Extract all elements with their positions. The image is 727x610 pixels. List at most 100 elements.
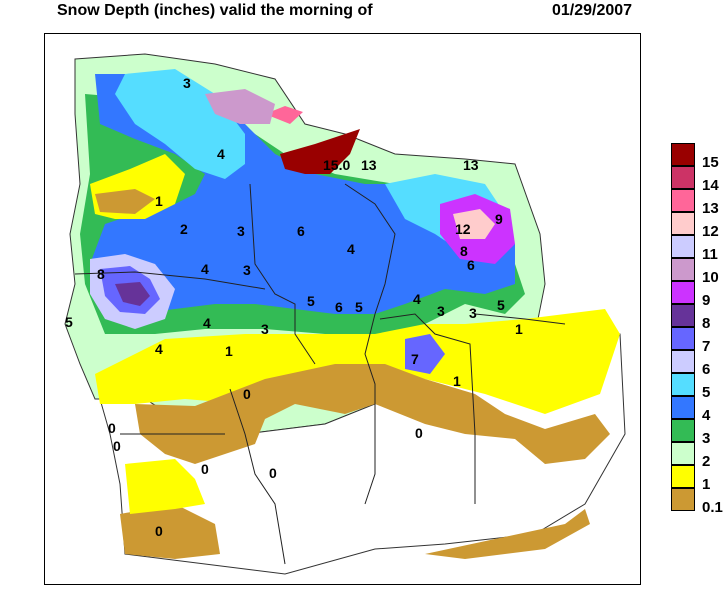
legend-label: 5 <box>702 384 711 401</box>
legend-swatch <box>671 373 695 396</box>
legend-swatch <box>671 488 695 511</box>
legend-swatch <box>671 396 695 419</box>
legend-item: 4 <box>671 396 727 423</box>
legend: 15 14 13 12 11 10 9 8 7 6 5 4 3 2 1 0.1 <box>671 143 727 515</box>
legend-label: 2 <box>702 453 711 470</box>
legend-label: 8 <box>702 315 711 332</box>
legend-swatch <box>671 166 695 189</box>
legend-label: 10 <box>702 269 719 286</box>
legend-item: 14 <box>671 166 727 193</box>
legend-item: 7 <box>671 327 727 354</box>
legend-item: 2 <box>671 442 727 469</box>
legend-item: 11 <box>671 235 727 262</box>
map-label: 4 <box>413 291 421 307</box>
map-label: 0 <box>243 386 251 402</box>
legend-label: 6 <box>702 361 711 378</box>
map-label: 6 <box>335 299 343 315</box>
legend-label: 7 <box>702 338 711 355</box>
legend-item: 1 <box>671 465 727 492</box>
legend-swatch <box>671 304 695 327</box>
region-trace <box>135 364 610 464</box>
legend-swatch <box>671 465 695 488</box>
legend-label: 14 <box>702 177 719 194</box>
map-label: 6 <box>467 257 475 273</box>
region-12in-ne <box>453 209 495 239</box>
map-label: 3 <box>237 223 245 239</box>
region-trace-north <box>95 189 155 214</box>
map-label: 3 <box>243 262 251 278</box>
map-title: Snow Depth (inches) valid the morning of <box>57 2 373 19</box>
region-1in-south <box>125 459 205 514</box>
map-label: 1 <box>515 321 523 337</box>
map-label: 12 <box>455 221 471 237</box>
legend-item: 13 <box>671 189 727 216</box>
legend-label: 12 <box>702 223 719 240</box>
legend-swatch <box>671 235 695 258</box>
map-label: 5 <box>65 314 73 330</box>
legend-item: 0.1 <box>671 488 727 515</box>
map-labels-layer: 3 4 1 2 3 6 4 8 4 3 5 4 3 5 6 5 4 3 3 5 … <box>65 75 523 539</box>
map-label: 2 <box>180 221 188 237</box>
map-label: 13 <box>463 157 479 173</box>
map-label: 0 <box>201 461 209 477</box>
map-label: 13 <box>361 157 377 173</box>
map-label: 1 <box>225 343 233 359</box>
legend-label: 1 <box>702 476 711 493</box>
legend-label: 9 <box>702 292 711 309</box>
legend-swatch <box>671 350 695 373</box>
map-label: 5 <box>307 293 315 309</box>
legend-item: 10 <box>671 258 727 285</box>
region-1in <box>95 309 620 414</box>
legend-item: 3 <box>671 419 727 446</box>
map-label: 0 <box>155 523 163 539</box>
map-label: 0 <box>415 425 423 441</box>
map-label: 4 <box>217 146 225 162</box>
region-trace-southeast <box>425 509 590 559</box>
map-label: 8 <box>460 243 468 259</box>
map-label: 6 <box>297 223 305 239</box>
map-label: 15.0 <box>323 157 350 173</box>
snow-depth-map: 3 4 1 2 3 6 4 8 4 3 5 4 3 5 6 5 4 3 3 5 … <box>44 33 641 585</box>
map-label: 4 <box>347 241 355 257</box>
legend-swatch <box>671 442 695 465</box>
state-borders <box>74 183 566 565</box>
legend-swatch <box>671 212 695 235</box>
map-label: 0 <box>108 420 116 436</box>
map-label: 4 <box>155 341 163 357</box>
legend-label: 3 <box>702 430 711 447</box>
map-label: 0 <box>269 465 277 481</box>
legend-label: 0.1 <box>702 499 723 516</box>
map-canvas <box>64 53 626 575</box>
map-label: 1 <box>453 373 461 389</box>
region-8in-west <box>115 282 150 306</box>
map-label: 8 <box>97 266 105 282</box>
map-label: 4 <box>201 261 209 277</box>
map-label: 5 <box>355 299 363 315</box>
legend-item: 6 <box>671 350 727 377</box>
legend-swatch <box>671 258 695 281</box>
legend-label: 13 <box>702 200 719 217</box>
region-trace-south <box>120 504 220 559</box>
region-10in <box>205 89 275 124</box>
legend-label: 4 <box>702 407 711 424</box>
legend-label: 15 <box>702 154 719 171</box>
map-label: 4 <box>203 315 211 331</box>
map-date: 01/29/2007 <box>552 2 633 19</box>
map-label: 9 <box>495 211 503 227</box>
map-label: 0 <box>113 438 121 454</box>
legend-swatch <box>671 327 695 350</box>
legend-swatch <box>671 419 695 442</box>
region-13in <box>265 106 303 124</box>
map-label: 1 <box>155 193 163 209</box>
map-label: 3 <box>261 321 269 337</box>
legend-item: 5 <box>671 373 727 400</box>
map-label: 3 <box>437 303 445 319</box>
legend-item: 15 <box>671 143 727 170</box>
legend-item: 12 <box>671 212 727 239</box>
legend-swatch <box>671 189 695 212</box>
map-label: 3 <box>469 305 477 321</box>
region-7in-east <box>405 334 445 374</box>
region-15in <box>280 129 360 174</box>
legend-item: 8 <box>671 304 727 331</box>
legend-item: 9 <box>671 281 727 308</box>
